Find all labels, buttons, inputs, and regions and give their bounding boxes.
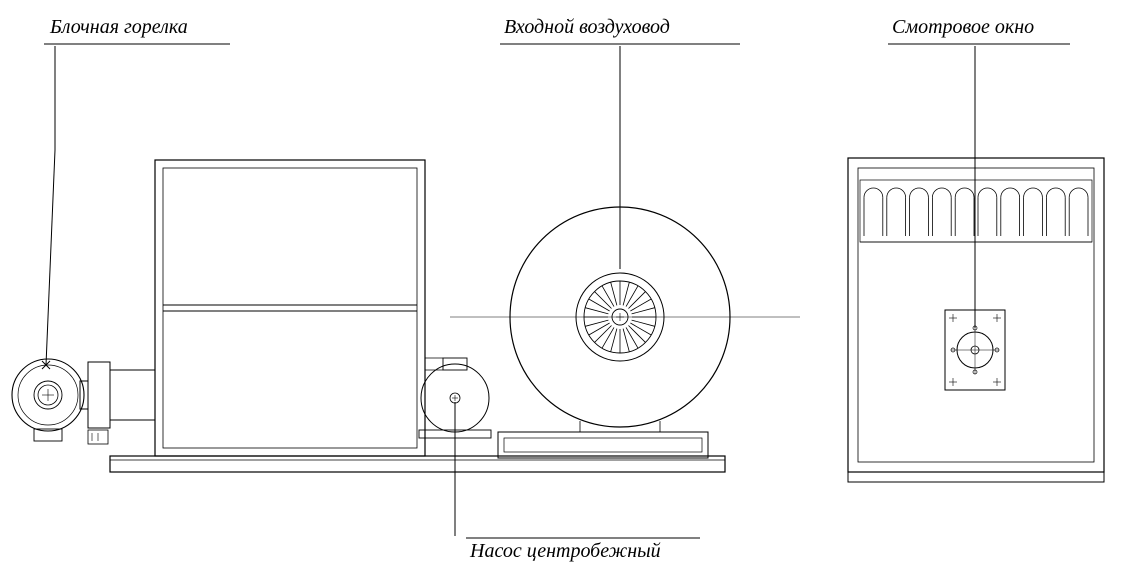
engineering-drawing bbox=[0, 0, 1122, 581]
label-duct: Входной воздуховод bbox=[504, 16, 670, 39]
label-pump: Насос центробежный bbox=[470, 540, 661, 563]
label-window: Смотровое окно bbox=[892, 16, 1034, 39]
label-burner: Блочная горелка bbox=[50, 16, 188, 39]
